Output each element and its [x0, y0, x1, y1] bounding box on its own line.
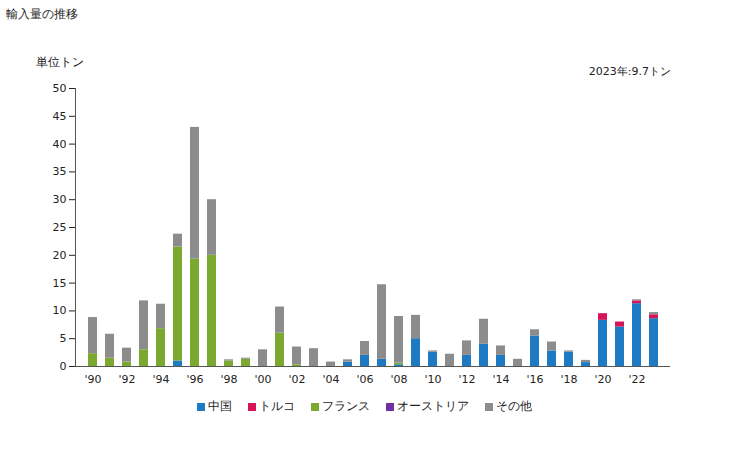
svg-text:'02: '02	[288, 373, 305, 386]
html-text:輸入量の推移: 輸入量の推移	[6, 7, 78, 21]
html-text:その他: その他	[496, 399, 532, 413]
svg-text:'90: '90	[84, 373, 101, 386]
svg-text:'04: '04	[322, 373, 339, 386]
svg-text:'00: '00	[254, 373, 271, 386]
svg-text:20: 20	[53, 249, 67, 262]
svg-text:'20: '20	[594, 373, 611, 386]
svg-text:'12: '12	[458, 373, 475, 386]
html-text:単位トン: 単位トン	[36, 55, 84, 69]
svg-text:'18: '18	[560, 373, 577, 386]
svg-text:'94: '94	[152, 373, 169, 386]
svg-text:'14: '14	[492, 373, 509, 386]
svg-text:'08: '08	[390, 373, 407, 386]
html-text:2023年:9.7トン: 2023年:9.7トン	[588, 65, 671, 78]
svg-text:'96: '96	[186, 373, 203, 386]
html-text:トルコ: トルコ	[259, 399, 295, 413]
svg-text:5: 5	[60, 332, 67, 345]
svg-text:'16: '16	[526, 373, 543, 386]
svg-text:40: 40	[53, 138, 67, 151]
svg-text:'98: '98	[220, 373, 237, 386]
svg-text:25: 25	[53, 221, 67, 234]
svg-text:10: 10	[53, 304, 67, 317]
html-text:中国: 中国	[208, 399, 232, 413]
svg-text:'06: '06	[356, 373, 373, 386]
html-text:フランス: フランス	[322, 399, 370, 413]
svg-text:'10: '10	[424, 373, 441, 386]
svg-text:0: 0	[60, 360, 67, 373]
svg-text:30: 30	[53, 193, 67, 206]
svg-text:'22: '22	[628, 373, 645, 386]
svg-text:45: 45	[53, 110, 67, 123]
svg-text:15: 15	[53, 277, 67, 290]
svg-text:35: 35	[53, 165, 67, 178]
svg-text:50: 50	[53, 82, 67, 95]
html-text:オーストリア: オーストリア	[397, 399, 469, 413]
svg-text:'92: '92	[118, 373, 135, 386]
